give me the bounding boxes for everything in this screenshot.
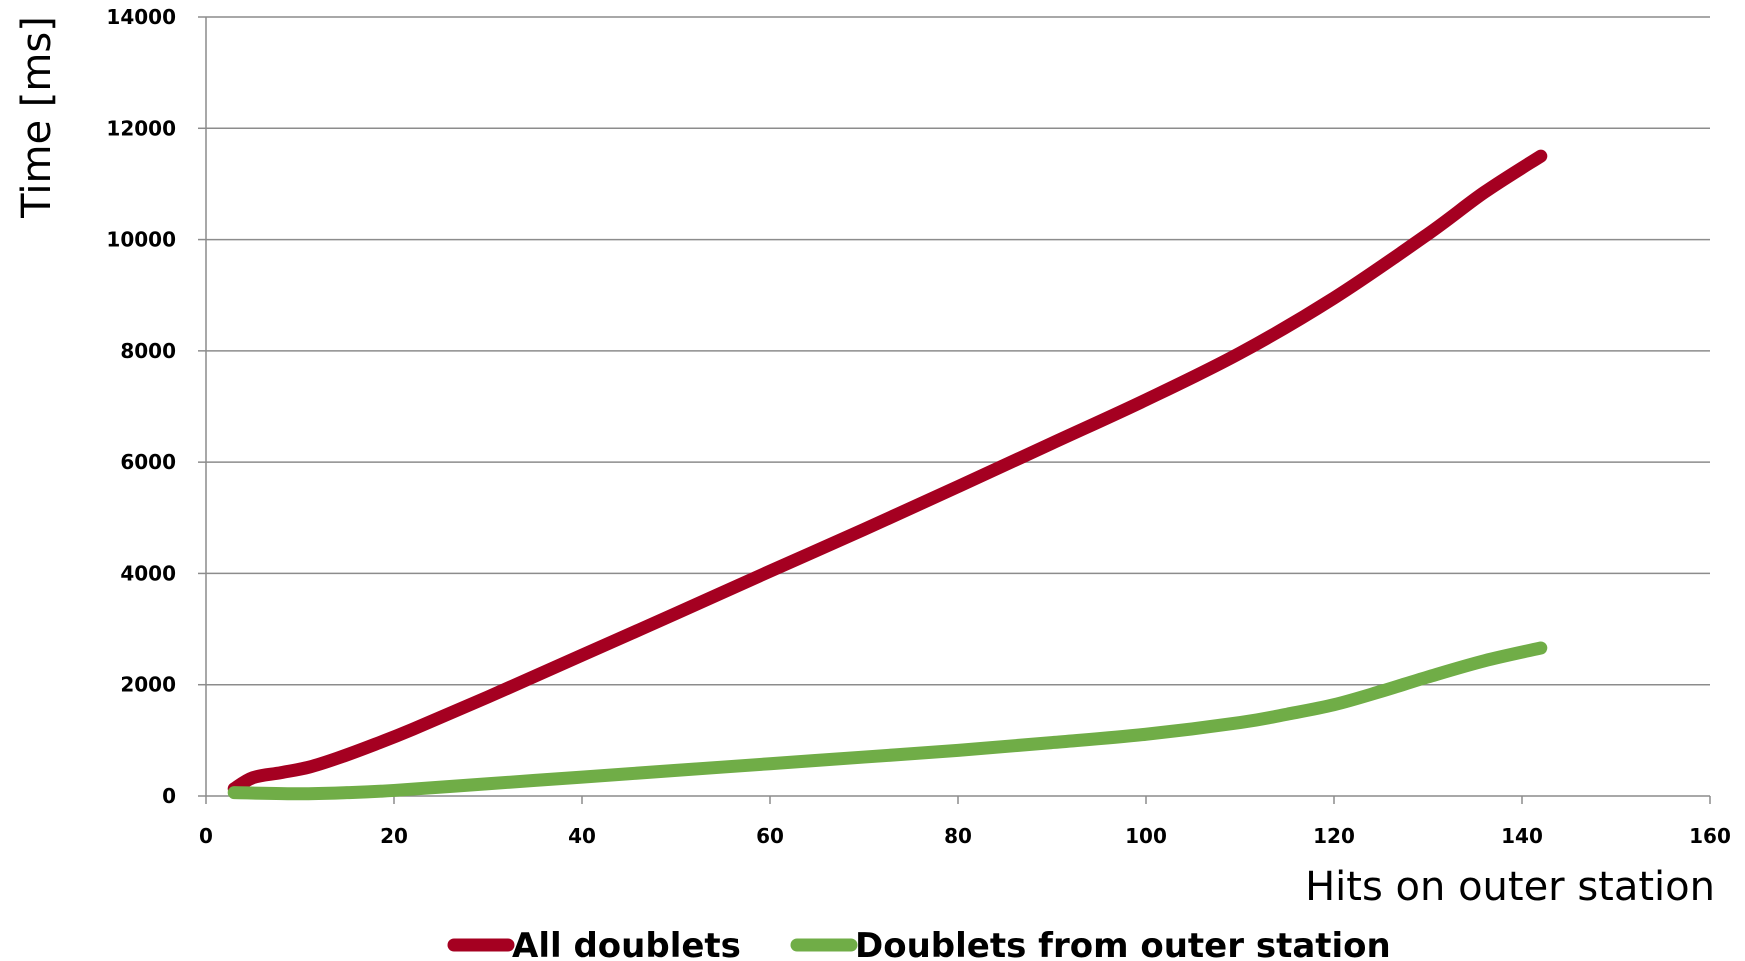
- y-tick-label: 14000: [106, 5, 176, 29]
- series-lines: [227, 149, 1548, 801]
- series-line-1: [227, 641, 1548, 801]
- x-axis-title: Hits on outer station: [1305, 864, 1715, 910]
- x-tick-label: 120: [1313, 824, 1355, 848]
- x-tick-label: 0: [199, 824, 213, 848]
- series-line-0: [227, 149, 1548, 796]
- y-tick-labels: 0 2000 4000 6000 8000 10000 12000 14000: [106, 5, 176, 808]
- y-axis-title: Time [ms]: [14, 16, 60, 219]
- x-tick-labels: 0 20 40 60 80 100 120 140 160: [199, 824, 1731, 848]
- x-tick-label: 80: [944, 824, 972, 848]
- legend-label-0: All doublets: [512, 926, 741, 961]
- y-tick-label: 4000: [120, 561, 176, 585]
- x-tick-label: 140: [1501, 824, 1543, 848]
- legend: All doublets Doublets from outer station: [447, 926, 1391, 961]
- y-tick-label: 12000: [106, 116, 176, 140]
- x-tick-label: 160: [1689, 824, 1731, 848]
- y-tick-label: 0: [162, 784, 176, 808]
- gridlines: [206, 16, 1710, 686]
- y-tick-label: 8000: [120, 339, 176, 363]
- x-tick-label: 60: [756, 824, 784, 848]
- y-tick-label: 6000: [120, 450, 176, 474]
- x-tick-label: 100: [1125, 824, 1167, 848]
- axes: [198, 16, 1711, 804]
- y-tick-label: 2000: [120, 673, 176, 697]
- x-tick-label: 20: [380, 824, 408, 848]
- legend-label-1: Doublets from outer station: [855, 926, 1391, 961]
- y-tick-label: 10000: [106, 228, 176, 252]
- x-tick-label: 40: [568, 824, 596, 848]
